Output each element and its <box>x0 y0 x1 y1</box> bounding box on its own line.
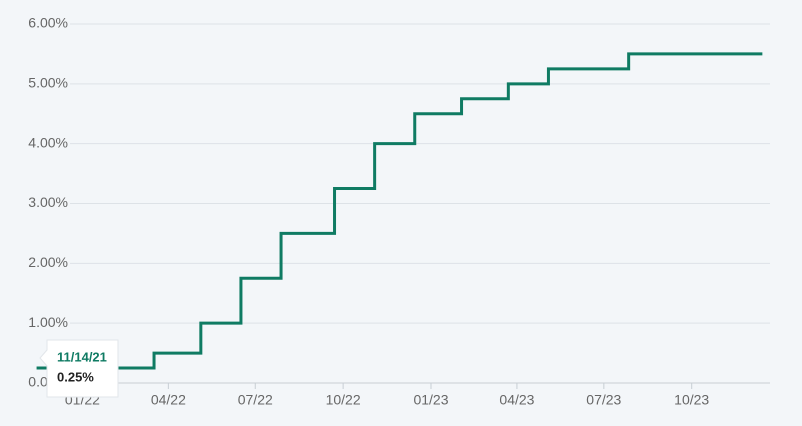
y-tick-label: 4.00% <box>28 134 68 150</box>
y-tick-label: 3.00% <box>28 194 68 210</box>
x-tick-label: 04/22 <box>151 392 186 408</box>
y-tick-label: 1.00% <box>28 314 68 330</box>
x-tick-label: 07/22 <box>238 392 273 408</box>
y-tick-label: 2.00% <box>28 254 68 270</box>
y-tick-label: 5.00% <box>28 75 68 91</box>
x-tick-label: 10/22 <box>326 392 361 408</box>
x-tick-label: 04/23 <box>499 392 534 408</box>
tooltip: 11/14/21 0.25% <box>39 339 119 398</box>
tooltip-box <box>39 339 119 398</box>
x-tick-label: 10/23 <box>674 392 709 408</box>
tooltip-date: 11/14/21 <box>57 349 107 364</box>
x-tick-label: 01/23 <box>413 392 448 408</box>
plot: 0.00%1.00%2.00%3.00%4.00%5.00%6.00%01/22… <box>28 15 770 408</box>
step-line <box>36 52 763 370</box>
tooltip-value: 0.25% <box>57 369 94 384</box>
y-tick-label: 6.00% <box>28 15 68 31</box>
x-tick-label: 07/23 <box>586 392 621 408</box>
